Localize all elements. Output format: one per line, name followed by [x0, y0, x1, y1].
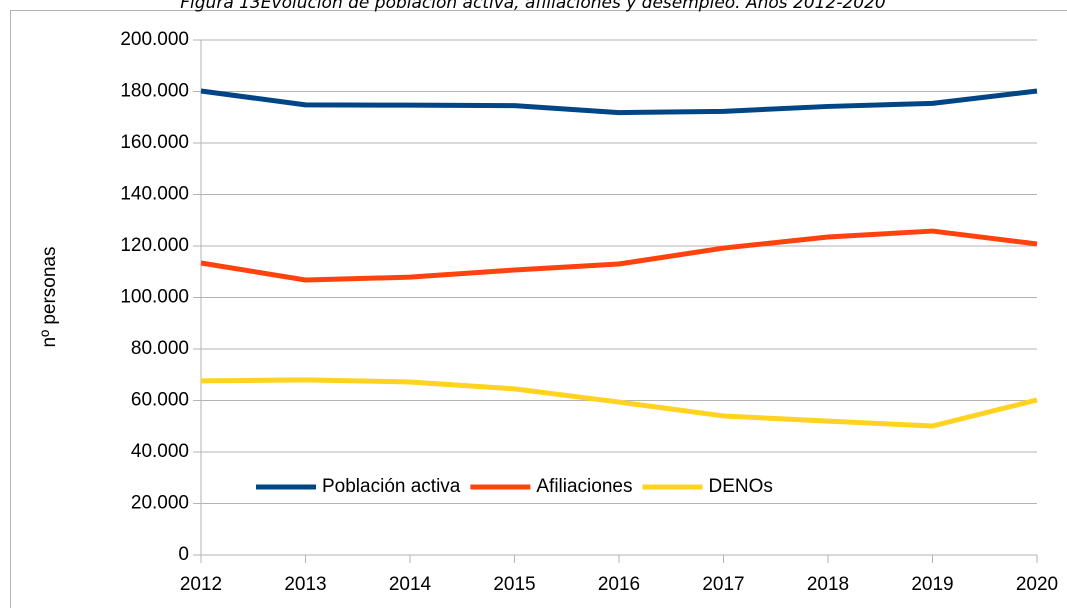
- y-tick-label: 100.000: [120, 287, 189, 308]
- x-tick-label: 2014: [389, 574, 432, 595]
- x-tick-label: 2016: [598, 574, 640, 595]
- y-tick-label: 60.000: [131, 390, 189, 411]
- legend-label: Población activa: [322, 476, 461, 497]
- y-tick-label: 200.000: [120, 29, 189, 50]
- series-line: [200, 377, 1038, 429]
- x-tick-label: 2020: [1016, 574, 1058, 595]
- x-tick-label: 2015: [493, 574, 535, 595]
- chart-title: Figura 13Evolución de población activa, …: [180, 0, 885, 13]
- legend-label: Afiliaciones: [536, 476, 632, 497]
- series-line: [200, 228, 1038, 283]
- x-tick-label: 2018: [807, 574, 849, 595]
- y-axis-label: nº personas: [39, 247, 60, 348]
- legend-label: DENOs: [708, 476, 772, 497]
- y-tick-label: 40.000: [131, 441, 189, 462]
- x-tick-label: 2019: [911, 574, 953, 595]
- y-tick-label: 160.000: [120, 132, 189, 153]
- y-tick-label: 140.000: [120, 184, 189, 205]
- y-tick-label: 180.000: [120, 81, 189, 102]
- chart-frame: [10, 10, 1067, 608]
- y-tick-label: 120.000: [120, 235, 189, 256]
- x-tick-label: 2013: [284, 574, 326, 595]
- y-tick-label: 0: [178, 544, 189, 565]
- x-tick-label: 2012: [180, 574, 222, 595]
- y-tick-label: 20.000: [131, 493, 189, 514]
- x-tick-label: 2017: [702, 574, 744, 595]
- y-tick-label: 80.000: [131, 338, 189, 359]
- series-line: [200, 88, 1038, 116]
